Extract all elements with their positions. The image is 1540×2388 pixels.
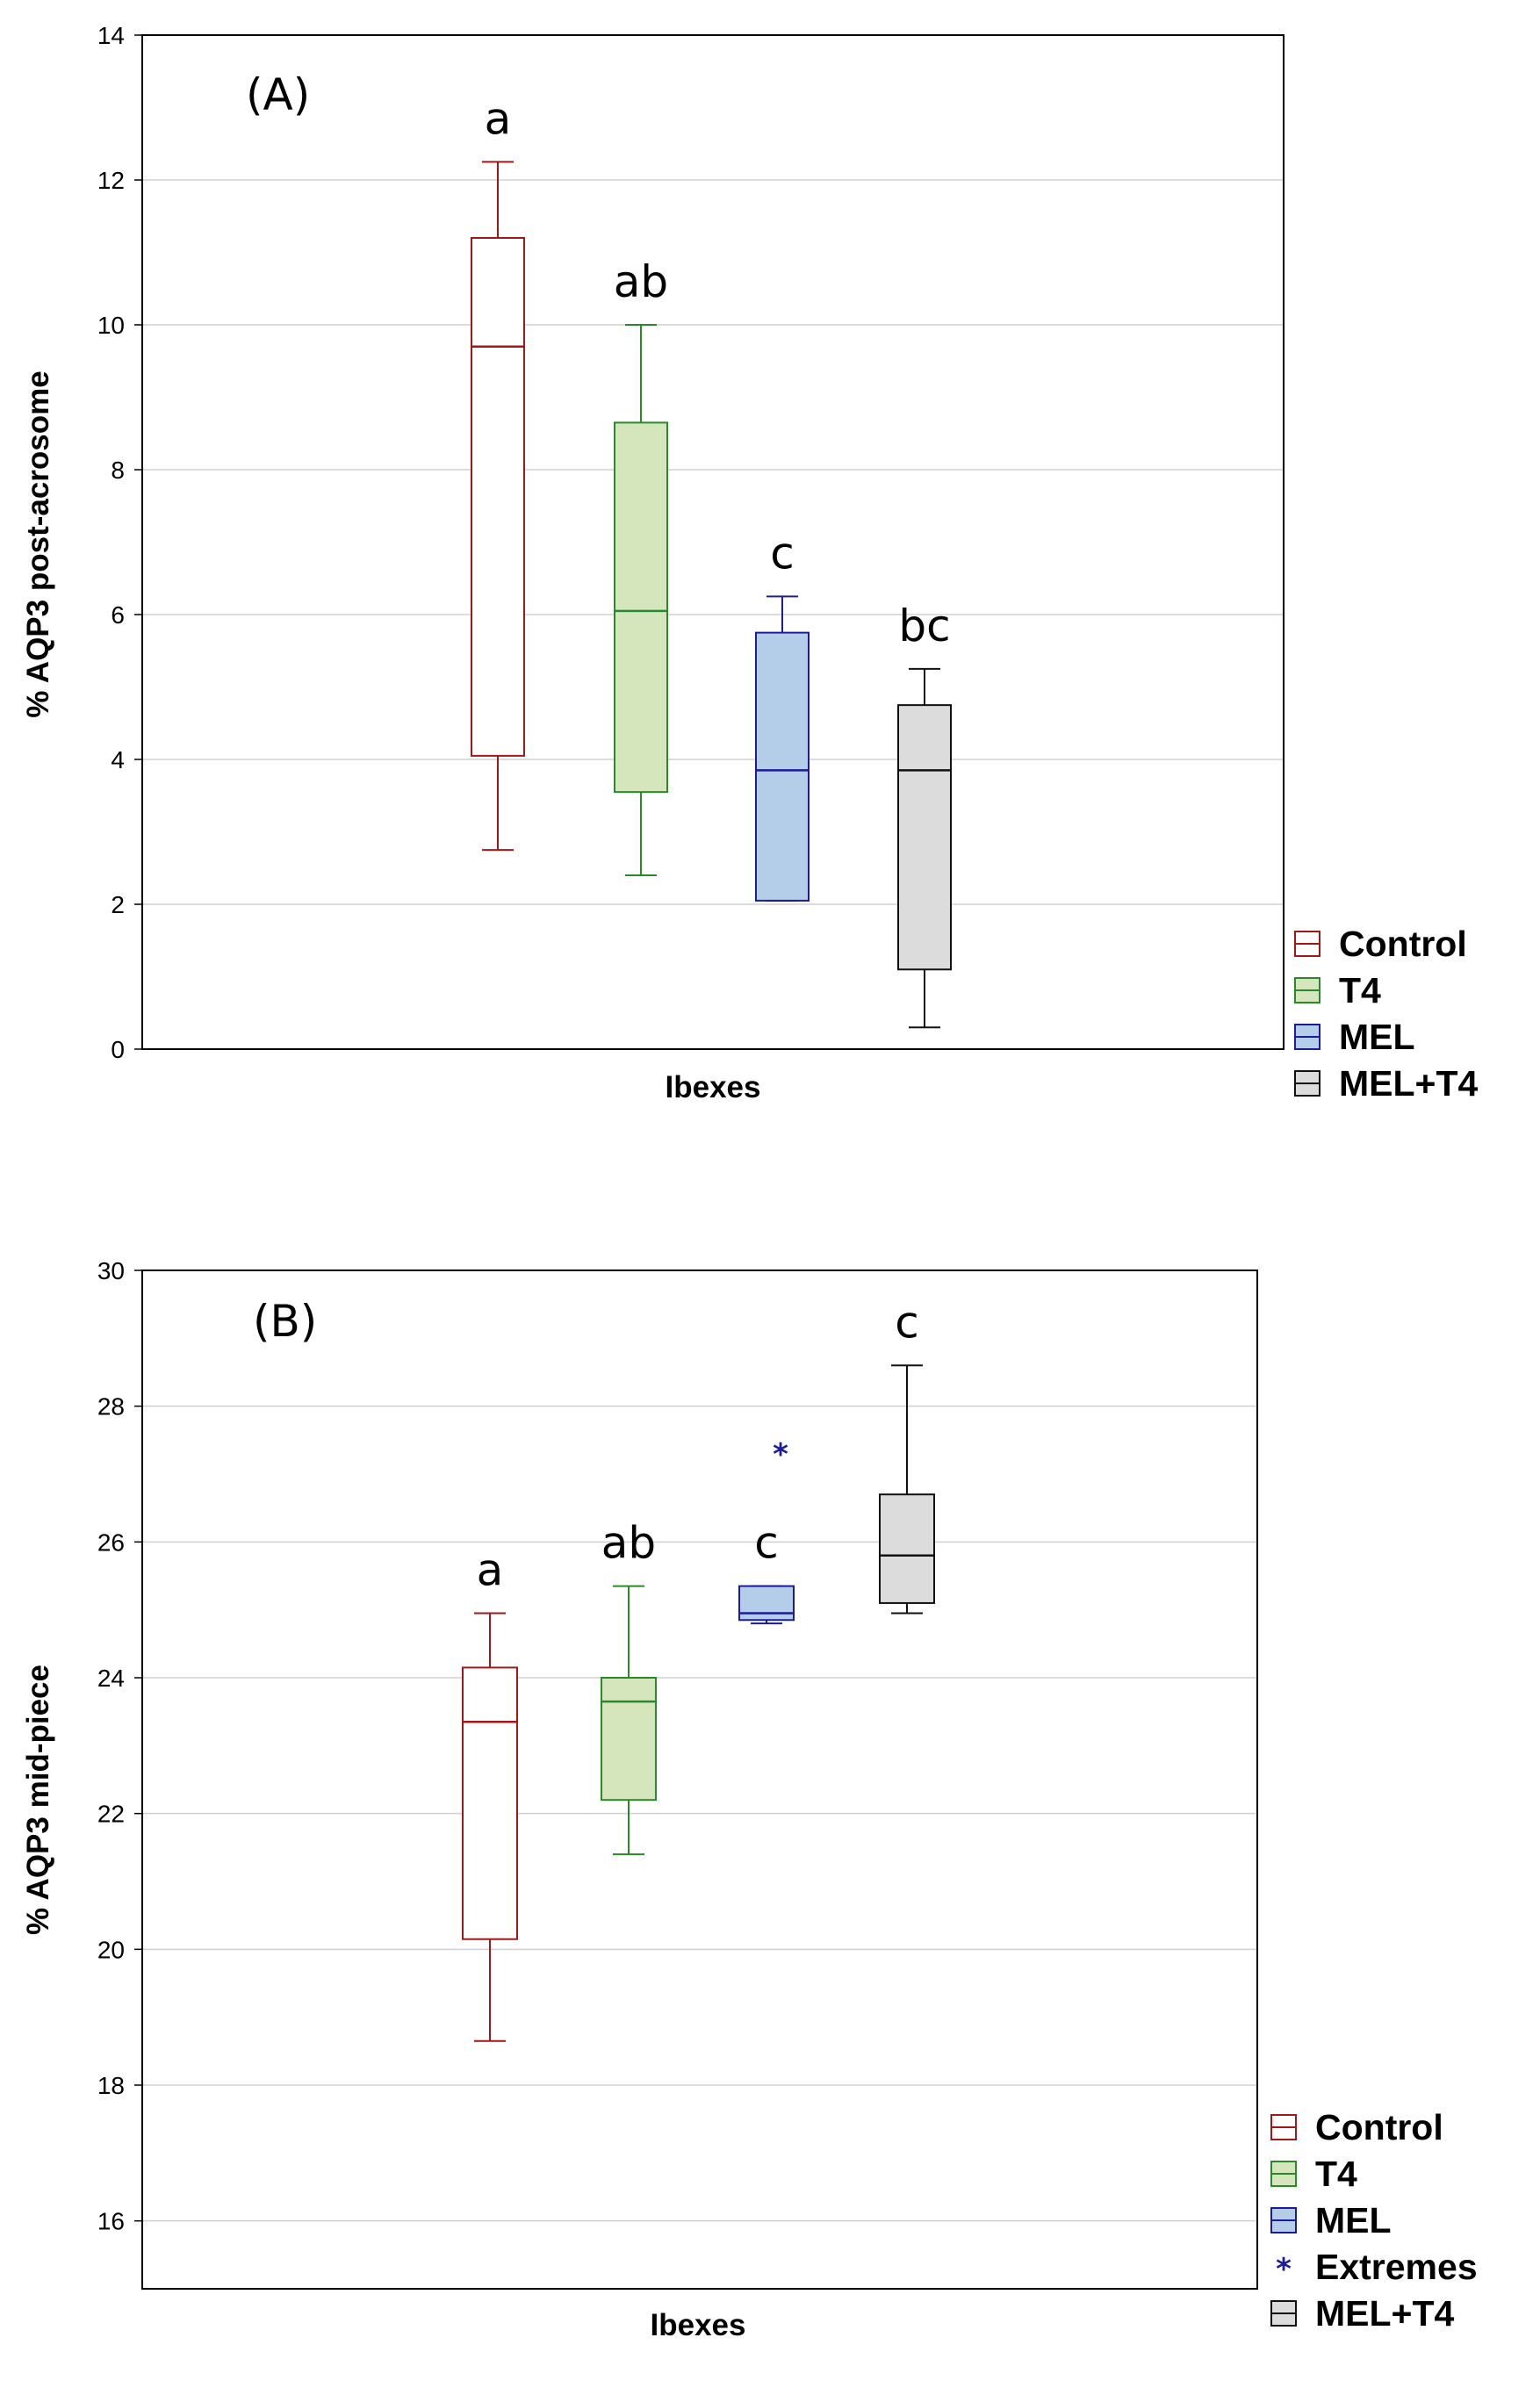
significance-letter: c	[770, 528, 795, 579]
panel-a-y-tick-label: 14	[97, 22, 125, 49]
legend-label: T4	[1315, 2154, 1357, 2194]
panel-b-y-axis-title: % AQP3 mid-piece	[21, 1665, 55, 1935]
panel-b-box-control: a	[462, 1545, 518, 2042]
panel-a-y-tick-label: 8	[111, 457, 125, 484]
legend-extreme-marker: *	[1276, 2252, 1292, 2287]
panel-b-y-tick-label: 20	[97, 1936, 125, 1963]
significance-letter: c	[754, 1518, 779, 1569]
interquartile-box	[462, 1666, 518, 1940]
significance-letter: bc	[898, 601, 950, 651]
legend-label: MEL	[1339, 1017, 1415, 1057]
panel-a-y-tick-label: 2	[111, 891, 125, 918]
panel-b-legend-mel-t4: MEL+T4	[1270, 2293, 1455, 2334]
panel-a: 0 2 4 6 8 10 12 14 a ab c bc (A) % AQP3 post-acros…	[21, 22, 1479, 1104]
significance-letter: ab	[601, 1518, 656, 1569]
extreme-point: *	[773, 1437, 788, 1472]
interquartile-box	[755, 631, 810, 902]
significance-letter: ab	[614, 256, 668, 307]
panel-a-y-tick-label: 4	[111, 746, 125, 773]
interquartile-box	[471, 237, 525, 757]
panel-b-legend-mel: MEL	[1270, 2200, 1392, 2241]
panel-a-legend-mel: MEL	[1294, 1017, 1415, 1057]
significance-letter: a	[477, 1545, 504, 1596]
panel-a-y-tick-label: 6	[111, 601, 125, 629]
panel-a-y-axis-title: % AQP3 post-acrosome	[21, 370, 55, 717]
panel-a-plot-frame	[141, 34, 1285, 1050]
panel-a-box-t4: ab	[614, 256, 668, 876]
legend-label: MEL	[1315, 2200, 1392, 2241]
panel-b-box-t4: ab	[601, 1518, 657, 1856]
panel-a-box-mel: c	[755, 528, 810, 902]
panel-a-legend-t4: T4	[1294, 970, 1381, 1011]
legend-label: MEL+T4	[1339, 1063, 1479, 1104]
panel-b-y-tick-label: 24	[97, 1665, 125, 1692]
legend-label: Extremes	[1315, 2247, 1478, 2287]
panel-a-y-tick-label: 0	[111, 1036, 125, 1063]
panel-a-y-tick-label: 10	[97, 312, 125, 339]
interquartile-box	[897, 704, 952, 971]
panel-b-legend-control: Control	[1270, 2107, 1443, 2147]
panel-a-y-tick-label: 12	[97, 167, 125, 194]
panel-b-y-tick-label: 22	[97, 1801, 125, 1828]
panel-a-box-mel-t4: bc	[897, 601, 952, 1029]
panel-a-label: (A)	[246, 69, 310, 120]
panel-a-x-axis-title: Ibexes	[666, 1070, 761, 1104]
significance-letter: a	[485, 93, 512, 144]
panel-a-legend-control: Control	[1294, 924, 1467, 964]
panel-b-label: (B)	[253, 1296, 317, 1347]
interquartile-box	[879, 1493, 935, 1604]
panel-b-y-tick-label: 16	[97, 2208, 125, 2235]
legend-label: MEL+T4	[1315, 2293, 1455, 2334]
legend-label: T4	[1339, 970, 1381, 1011]
panel-b-y-tick-label: 26	[97, 1528, 125, 1556]
interquartile-box	[738, 1585, 795, 1622]
significance-letter: c	[895, 1297, 919, 1348]
interquartile-box	[601, 1677, 657, 1802]
panel-b-y-tick-label: 18	[97, 2072, 125, 2099]
panel-b-legend-extremes: * Extremes	[1276, 2247, 1478, 2287]
panel-a-box-control: a	[471, 93, 525, 852]
panel-b-box-mel: *c	[738, 1437, 795, 1625]
panel-b-x-axis-title: Ibexes	[651, 2308, 746, 2342]
panel-a-legend-mel-t4: MEL+T4	[1294, 1063, 1479, 1104]
interquartile-box	[614, 421, 668, 794]
legend-label: Control	[1315, 2107, 1443, 2147]
panel-b-plot-frame	[141, 1270, 1258, 2290]
panel-b-y-tick-label: 28	[97, 1393, 125, 1421]
legend-label: Control	[1339, 924, 1467, 964]
panel-b-y-tick-label: 30	[97, 1257, 125, 1284]
panel-b-legend-t4: T4	[1270, 2154, 1357, 2194]
panel-b-box-mel-t4: c	[879, 1297, 935, 1615]
